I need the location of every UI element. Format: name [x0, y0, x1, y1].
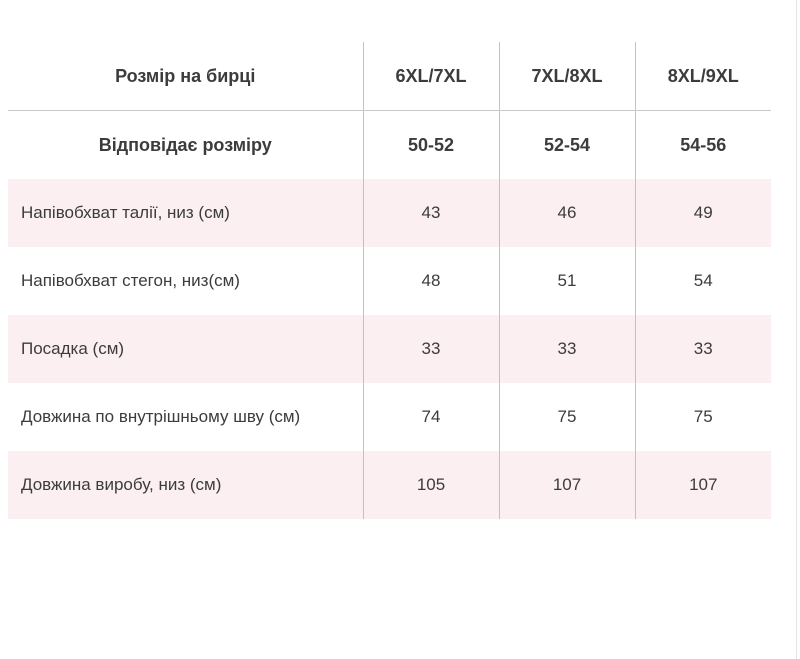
row-label-cell: Довжина по внутрішньому шву (см) — [8, 383, 364, 451]
value-cell: 48 — [363, 247, 500, 315]
value-cell: 52-54 — [499, 110, 636, 179]
value-cell: 105 — [363, 451, 500, 519]
value-cell: 74 — [363, 383, 500, 451]
value-cell: 51 — [499, 247, 636, 315]
value-cell: 107 — [635, 451, 771, 519]
table-row-inseam: Довжина по внутрішньому шву (см) 74 75 7… — [8, 383, 771, 451]
value-cell: 50-52 — [363, 110, 500, 179]
table-row-size-on-tag: Розмір на бирці 6XL/7XL 7XL/8XL 8XL/9XL — [8, 42, 771, 111]
size-table: Розмір на бирці 6XL/7XL 7XL/8XL 8XL/9XL … — [8, 42, 771, 519]
value-cell: 75 — [693, 407, 713, 426]
row-label-cell: Напівобхват стегон, низ(см) — [8, 247, 364, 315]
row-header-cell: Розмір на бирці — [8, 42, 364, 111]
value-cell: 33 — [499, 315, 636, 383]
value-cell: 8XL/9XL — [635, 42, 771, 111]
value-cell: 43 — [363, 179, 500, 247]
table-row-corresponds-size: Відповідає розміру 50-52 52-54 54-56 — [8, 110, 771, 179]
page-edge-divider — [796, 0, 797, 659]
value-cell: 107 — [499, 451, 636, 519]
row-label-cell: Довжина виробу, низ (см) — [8, 451, 364, 519]
value-cell: 54-56 — [680, 134, 727, 155]
table-row-hips: Напівобхват стегон, низ(см) 48 51 54 — [8, 247, 771, 315]
value-cell: 54 — [693, 271, 713, 290]
row-header-cell: Відповідає розміру — [8, 110, 364, 179]
table-row-waist: Напівобхват талії, низ (см) 43 46 49 — [8, 179, 771, 247]
table-row-length: Довжина виробу, низ (см) 105 107 107 — [8, 451, 771, 519]
value-cell: 49 — [635, 179, 771, 247]
value-cell: 33 — [363, 315, 500, 383]
value-cell: 75 — [499, 383, 636, 451]
value-cell: 46 — [499, 179, 636, 247]
value-cell: 6XL/7XL — [363, 42, 500, 111]
table-row-rise: Посадка (см) 33 33 33 — [8, 315, 771, 383]
value-cell: 7XL/8XL — [499, 42, 636, 111]
row-label-cell: Напівобхват талії, низ (см) — [8, 179, 364, 247]
size-table-container: Розмір на бирці 6XL/7XL 7XL/8XL 8XL/9XL … — [8, 42, 771, 519]
row-label-cell: Посадка (см) — [8, 315, 364, 383]
value-cell: 33 — [635, 315, 771, 383]
